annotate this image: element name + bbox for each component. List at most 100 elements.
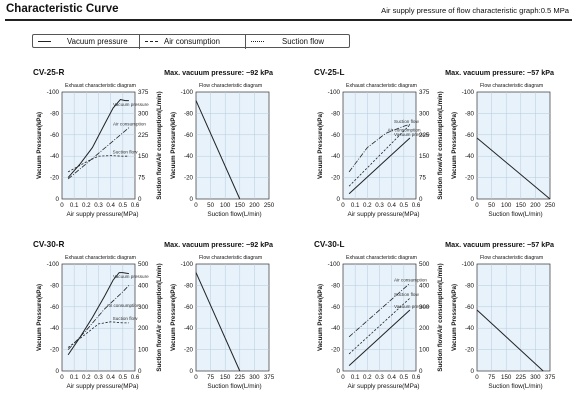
- exhaust-title: Exhaust characteristic diagram: [65, 83, 136, 89]
- x-tick-label: 0.5: [400, 374, 409, 381]
- chart-panel-cv-25-r: CV-25-R Max. vacuum pressure: −92 kPaExha…: [33, 68, 275, 218]
- series-line-air-consumption: [348, 123, 411, 173]
- y-right-tick-label: 300: [419, 110, 430, 117]
- y-left-axis-title: Vacuum Pressure(kPa): [317, 112, 324, 179]
- title-divider: [5, 19, 572, 21]
- x-tick-label: 0: [194, 374, 198, 381]
- y-right-tick-label: 100: [138, 347, 149, 354]
- legend: Vacuum pressure Air consumption Suction …: [32, 34, 350, 49]
- page-subtitle: Air supply pressure of flow characterist…: [381, 6, 569, 15]
- plot-area: [195, 263, 270, 372]
- x-tick-label: 0: [60, 374, 64, 381]
- y-left-tick-label: -40: [50, 153, 60, 160]
- plot-area: [476, 91, 551, 200]
- flow-chart: Flow characteristic diagram 0 50 100 150 200 2…: [451, 83, 556, 218]
- series-label: Vacuum pressure: [394, 132, 430, 137]
- series-line-air-consumption: [348, 282, 411, 338]
- series-line-vacuum-pressure: [195, 272, 241, 372]
- x-axis-title: Suction flow(L/min): [207, 211, 261, 218]
- y-tick-label: 0: [471, 196, 475, 203]
- series-line-vacuum-pressure: [476, 137, 551, 200]
- y-tick-label: -20: [465, 347, 475, 354]
- x-tick-label: 0.1: [351, 374, 360, 381]
- x-tick-label: 0.2: [363, 374, 372, 381]
- x-tick-label: 0: [60, 202, 64, 209]
- flow-title: Flow characteristic diagram: [480, 83, 543, 89]
- y-left-tick-label: 0: [337, 368, 341, 375]
- x-tick-label: 0.3: [375, 374, 384, 381]
- x-tick-label: 50: [488, 202, 495, 209]
- y-left-tick-label: 0: [56, 368, 60, 375]
- y-left-tick-label: -20: [331, 175, 341, 182]
- x-tick-label: 0.4: [387, 202, 396, 209]
- y-right-tick-label: 300: [138, 110, 149, 117]
- series-label: Suction flow: [113, 150, 138, 155]
- y-left-tick-label: -20: [50, 347, 60, 354]
- plot-area: [476, 263, 551, 372]
- y-left-tick-label: -100: [328, 89, 341, 96]
- x-tick-label: 0.3: [94, 374, 103, 381]
- y-left-tick-label: -80: [331, 282, 341, 289]
- y-left-tick-label: 0: [337, 196, 341, 203]
- exhaust-chart: Exhaust characteristic diagram 0 0.1 0.2 0.3…: [317, 83, 444, 218]
- legend-item-vacuum-pressure: Vacuum pressure: [33, 35, 139, 49]
- series-line-vacuum-pressure: [348, 309, 411, 366]
- exhaust-title: Exhaust characteristic diagram: [346, 83, 417, 89]
- max-vacuum-label: Max. vacuum pressure: −92 kPa: [164, 240, 274, 249]
- y-right-tick-label: 375: [138, 89, 149, 96]
- y-right-tick-label: 75: [419, 175, 426, 182]
- legend-label: Air consumption: [164, 36, 220, 46]
- x-tick-label: 0.6: [412, 374, 421, 381]
- x-tick-label: 0.5: [119, 374, 128, 381]
- legend-swatch-solid: [38, 41, 51, 42]
- x-tick-label: 0: [475, 202, 479, 209]
- series-line-suction-flow: [67, 321, 129, 348]
- y-tick-label: -80: [465, 282, 475, 289]
- x-axis-title: Air supply pressure(MPa): [347, 211, 419, 218]
- y-left-tick-label: -100: [47, 261, 60, 268]
- x-tick-label: 0: [341, 202, 345, 209]
- x-tick-label: 300: [249, 374, 260, 381]
- y-tick-label: 0: [471, 368, 475, 375]
- y-right-tick-label: 150: [138, 153, 149, 160]
- exhaust-chart: Exhaust characteristic diagram 0 0.1 0.2 0.3…: [36, 83, 163, 218]
- exhaust-chart: Exhaust characteristic diagram 0 0.1 0.2 0.3…: [36, 255, 163, 390]
- x-tick-label: 100: [501, 202, 512, 209]
- series-label: Air consumption: [394, 277, 427, 282]
- y-right-axis-title: Suction flow/Air consumption(L/min): [437, 263, 444, 371]
- series-line-suction-flow: [67, 155, 129, 173]
- y-tick-label: 0: [190, 368, 194, 375]
- y-tick-label: -60: [184, 132, 194, 139]
- y-tick-label: -60: [184, 304, 194, 311]
- y-axis-title: Vacuum Pressure(kPa): [451, 112, 458, 179]
- x-tick-label: 0: [194, 202, 198, 209]
- y-left-tick-label: -80: [50, 110, 60, 117]
- x-tick-label: 0.6: [131, 374, 140, 381]
- y-tick-label: -40: [184, 153, 194, 160]
- y-axis-title: Vacuum Pressure(kPa): [451, 284, 458, 351]
- y-right-tick-label: 0: [138, 368, 142, 375]
- x-tick-label: 250: [264, 202, 275, 209]
- y-right-tick-label: 500: [138, 261, 149, 268]
- x-tick-label: 0: [475, 374, 479, 381]
- x-axis-title: Air supply pressure(MPa): [347, 383, 419, 390]
- y-left-axis-title: Vacuum Pressure(kPa): [36, 112, 43, 179]
- x-tick-label: 0.1: [351, 202, 360, 209]
- x-tick-label: 0.6: [412, 202, 421, 209]
- series-label: Air consumption: [388, 127, 421, 132]
- y-right-tick-label: 400: [419, 282, 430, 289]
- series-line-vacuum-pressure: [67, 272, 129, 356]
- x-tick-label: 0.4: [106, 202, 115, 209]
- y-right-tick-label: 75: [138, 175, 145, 182]
- y-right-tick-label: 400: [138, 282, 149, 289]
- model-label: CV-25-R: [33, 68, 64, 77]
- y-left-tick-label: -80: [50, 282, 60, 289]
- y-left-tick-label: -100: [47, 89, 60, 96]
- y-right-tick-label: 100: [419, 347, 430, 354]
- y-right-axis-title: Suction flow/Air consumption(L/min): [437, 91, 444, 199]
- y-left-tick-label: -60: [50, 304, 60, 311]
- y-tick-label: -60: [465, 132, 475, 139]
- y-left-tick-label: -60: [50, 132, 60, 139]
- x-tick-label: 0.6: [131, 202, 140, 209]
- series-label: Vacuum pressure: [113, 102, 149, 107]
